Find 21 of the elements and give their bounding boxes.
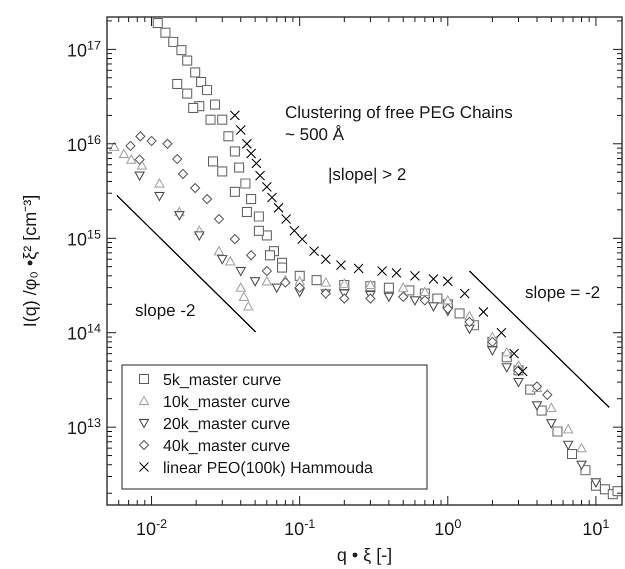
annotation: ~ 500 Å [285, 125, 345, 144]
y-tick-label: 10$^{13}$ [66, 416, 101, 438]
legend-label: 5k_master curve [163, 372, 282, 389]
x-tick-label: 10$^{-2}$ [136, 517, 168, 539]
legend-label: 10k_master curve [163, 394, 290, 411]
legend-label: linear PEO(100k) Hammouda [163, 460, 373, 477]
y-tick-label: 10$^{14}$ [66, 322, 101, 344]
annotation: |slope| > 2 [328, 165, 406, 184]
y-tick-label: 10$^{17}$ [66, 38, 101, 60]
x-tick-label: 10$^{-1}$ [284, 517, 316, 539]
x-tick-label: 10$^{0}$ [434, 517, 462, 539]
annotation: slope -2 [135, 301, 196, 320]
legend-label: 40k_master curve [163, 438, 290, 455]
legend-label: 20k_master curve [163, 416, 290, 433]
x-tick-label: 10$^{1}$ [582, 517, 610, 539]
y-axis-title: I(q) /φ₀ •ξ² [cm⁻³] [20, 194, 40, 328]
annotation: slope = -2 [525, 283, 600, 302]
x-axis-title: q • ξ [-] [336, 545, 392, 565]
y-tick-label: 10$^{16}$ [66, 132, 101, 155]
annotation: Clustering of free PEG Chains [285, 103, 513, 122]
y-tick-label: 10$^{15}$ [66, 227, 101, 250]
